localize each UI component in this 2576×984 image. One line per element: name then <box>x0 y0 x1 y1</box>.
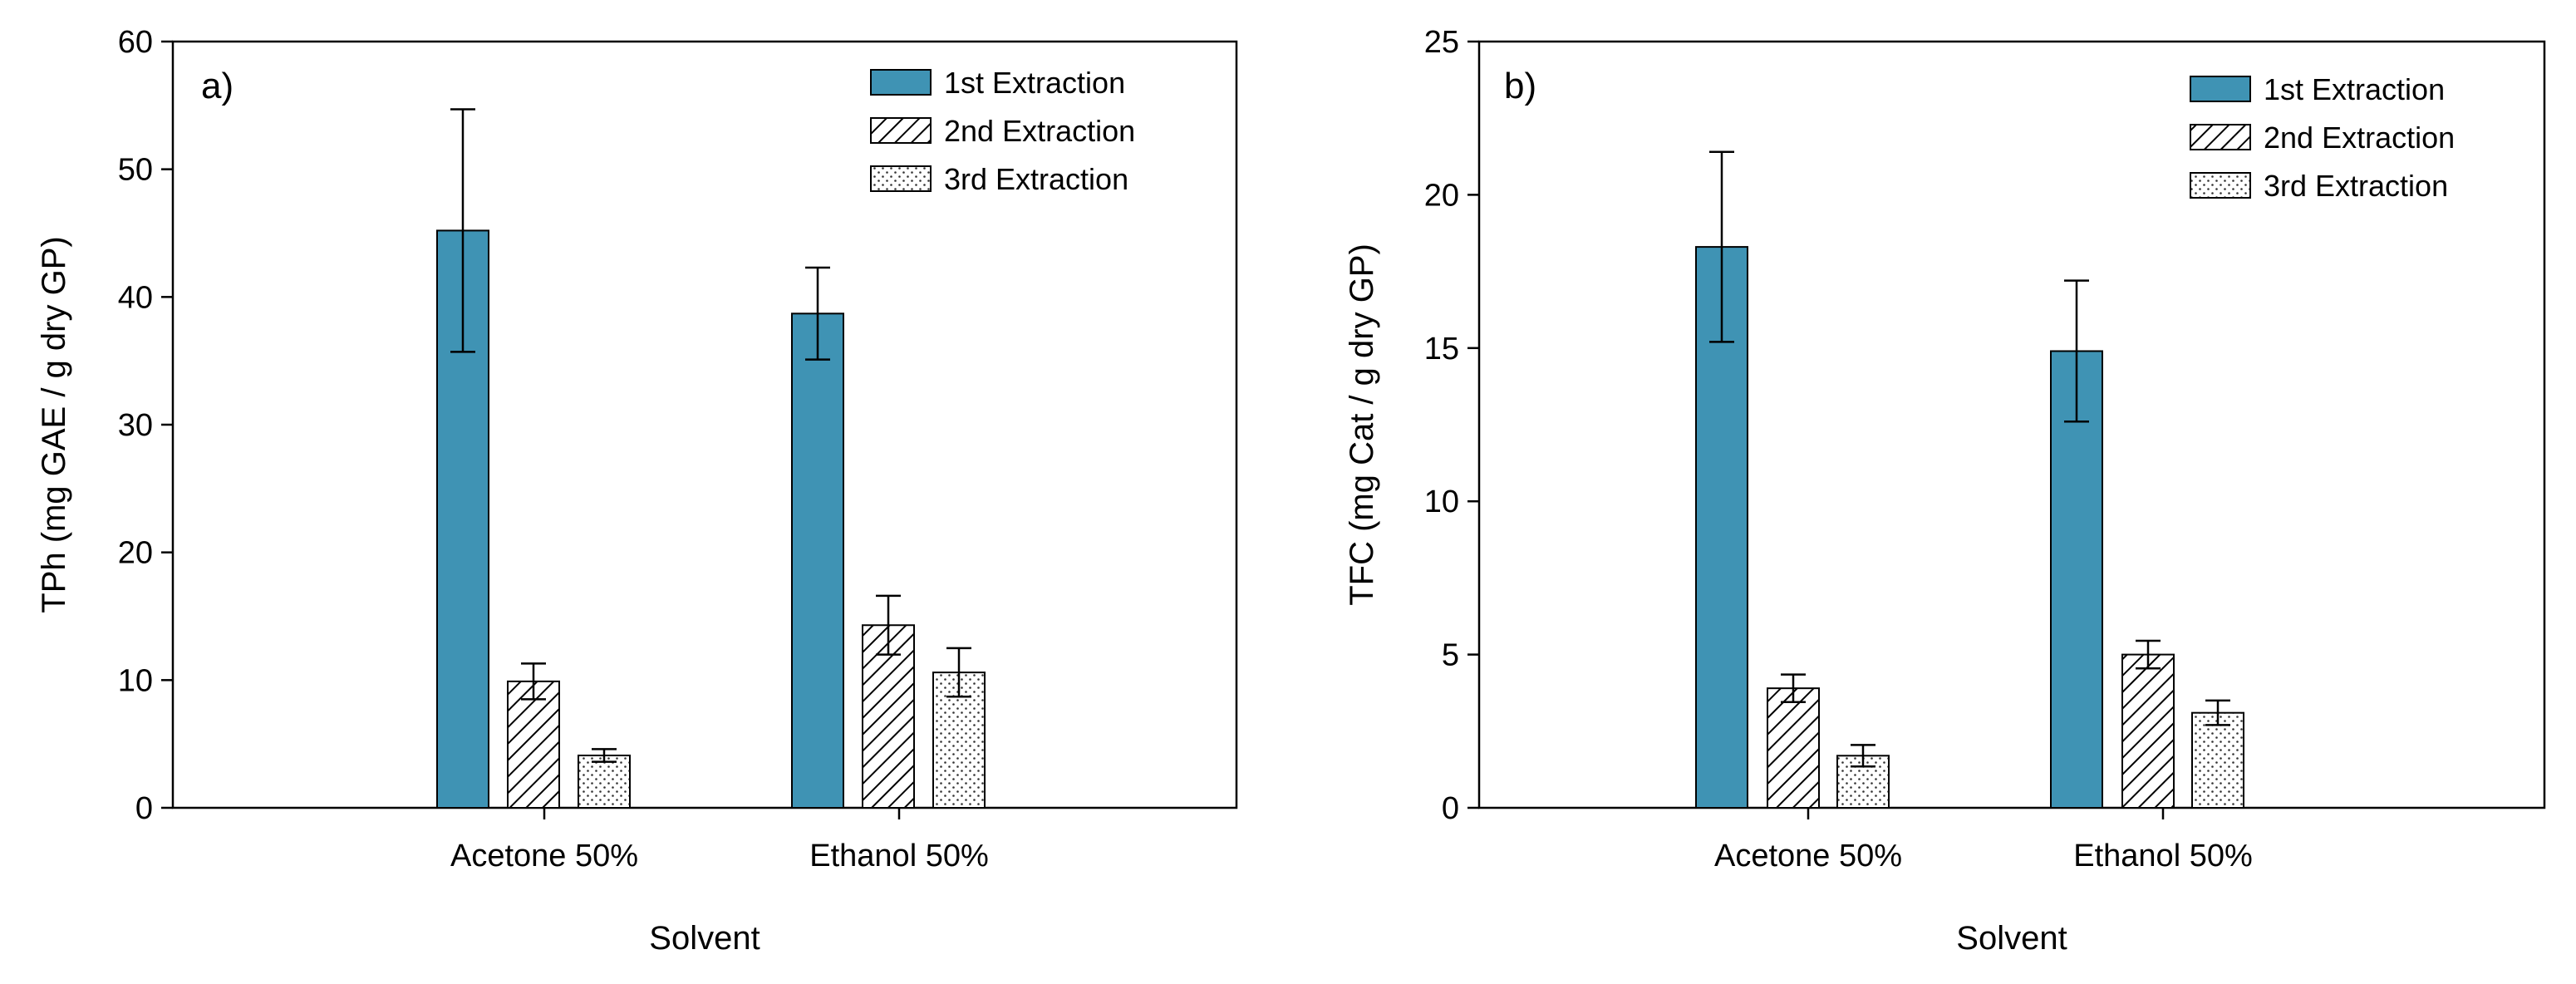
y-tick-label: 60 <box>118 25 153 60</box>
legend: 1st Extraction 2nd Extraction 3rd Extrac… <box>2190 72 2455 203</box>
bar <box>791 312 844 809</box>
x-axis-title: Solvent <box>1956 920 2067 957</box>
x-tick-label: Acetone 50% <box>450 839 638 873</box>
legend: 1st Extraction 2nd Extraction 3rd Extrac… <box>870 66 1135 196</box>
y-ticks: 0 10 20 30 40 50 60 <box>118 25 173 826</box>
chart-panel-a: a) TPh (mg GAE / g dry GP) Solvent 0 10 20… <box>36 25 1238 957</box>
y-tick-label: 30 <box>118 408 153 443</box>
y-tick-label: 0 <box>135 791 153 826</box>
y-tick-label: 0 <box>1442 791 1459 826</box>
bar <box>2191 711 2244 809</box>
plot-frame <box>1477 40 2546 809</box>
bar <box>2050 350 2103 809</box>
y-tick-label: 10 <box>118 663 153 698</box>
chart-panel-b: b) TFC (mg Cat / g dry GP) Solvent 0 5 10 1… <box>1344 25 2546 957</box>
legend-label: 2nd Extraction <box>944 114 1135 148</box>
y-axis-title: TFC (mg Cat / g dry GP) <box>1344 244 1380 606</box>
x-tick-label: Acetone 50% <box>1714 839 1902 873</box>
x-axis-title: Solvent <box>649 920 760 957</box>
panel-label: a) <box>201 66 234 106</box>
legend-swatch-dots <box>870 165 932 192</box>
panel-label: b) <box>1504 66 1536 106</box>
y-tick-label: 20 <box>118 536 153 571</box>
y-tick-label: 25 <box>1424 25 1459 60</box>
y-tick-label: 50 <box>118 153 153 188</box>
legend-label: 2nd Extraction <box>2264 121 2455 155</box>
y-tick-label: 10 <box>1424 485 1459 519</box>
plot-frame <box>171 40 1238 809</box>
legend-label: 3rd Extraction <box>944 162 1128 196</box>
x-ticks: Acetone 50% Ethanol 50% <box>450 808 989 873</box>
legend-swatch-dots <box>2190 172 2251 199</box>
y-axis-title: TPh (mg GAE / g dry GP) <box>36 236 72 613</box>
y-tick-label: 15 <box>1424 332 1459 367</box>
y-tick-label: 5 <box>1442 638 1459 673</box>
x-tick-label: Ethanol 50% <box>2073 839 2253 873</box>
y-tick-label: 40 <box>118 280 153 315</box>
bar <box>2121 653 2175 809</box>
legend-swatch-hatch <box>2190 124 2251 150</box>
bar <box>578 754 631 809</box>
x-ticks: Acetone 50% Ethanol 50% <box>1714 808 2253 873</box>
legend-label: 1st Extraction <box>944 66 1125 100</box>
legend-swatch-solid <box>2190 76 2251 102</box>
x-tick-label: Ethanol 50% <box>809 839 989 873</box>
bar <box>1767 687 1820 809</box>
bar <box>507 680 560 809</box>
legend-swatch-hatch <box>870 117 932 144</box>
y-ticks: 0 5 10 15 20 25 <box>1424 25 1479 826</box>
legend-label: 1st Extraction <box>2264 72 2445 106</box>
bars <box>436 108 986 809</box>
bars <box>1695 150 2244 809</box>
y-tick-label: 20 <box>1424 178 1459 213</box>
legend-swatch-solid <box>870 69 932 96</box>
legend-label: 3rd Extraction <box>2264 169 2448 203</box>
